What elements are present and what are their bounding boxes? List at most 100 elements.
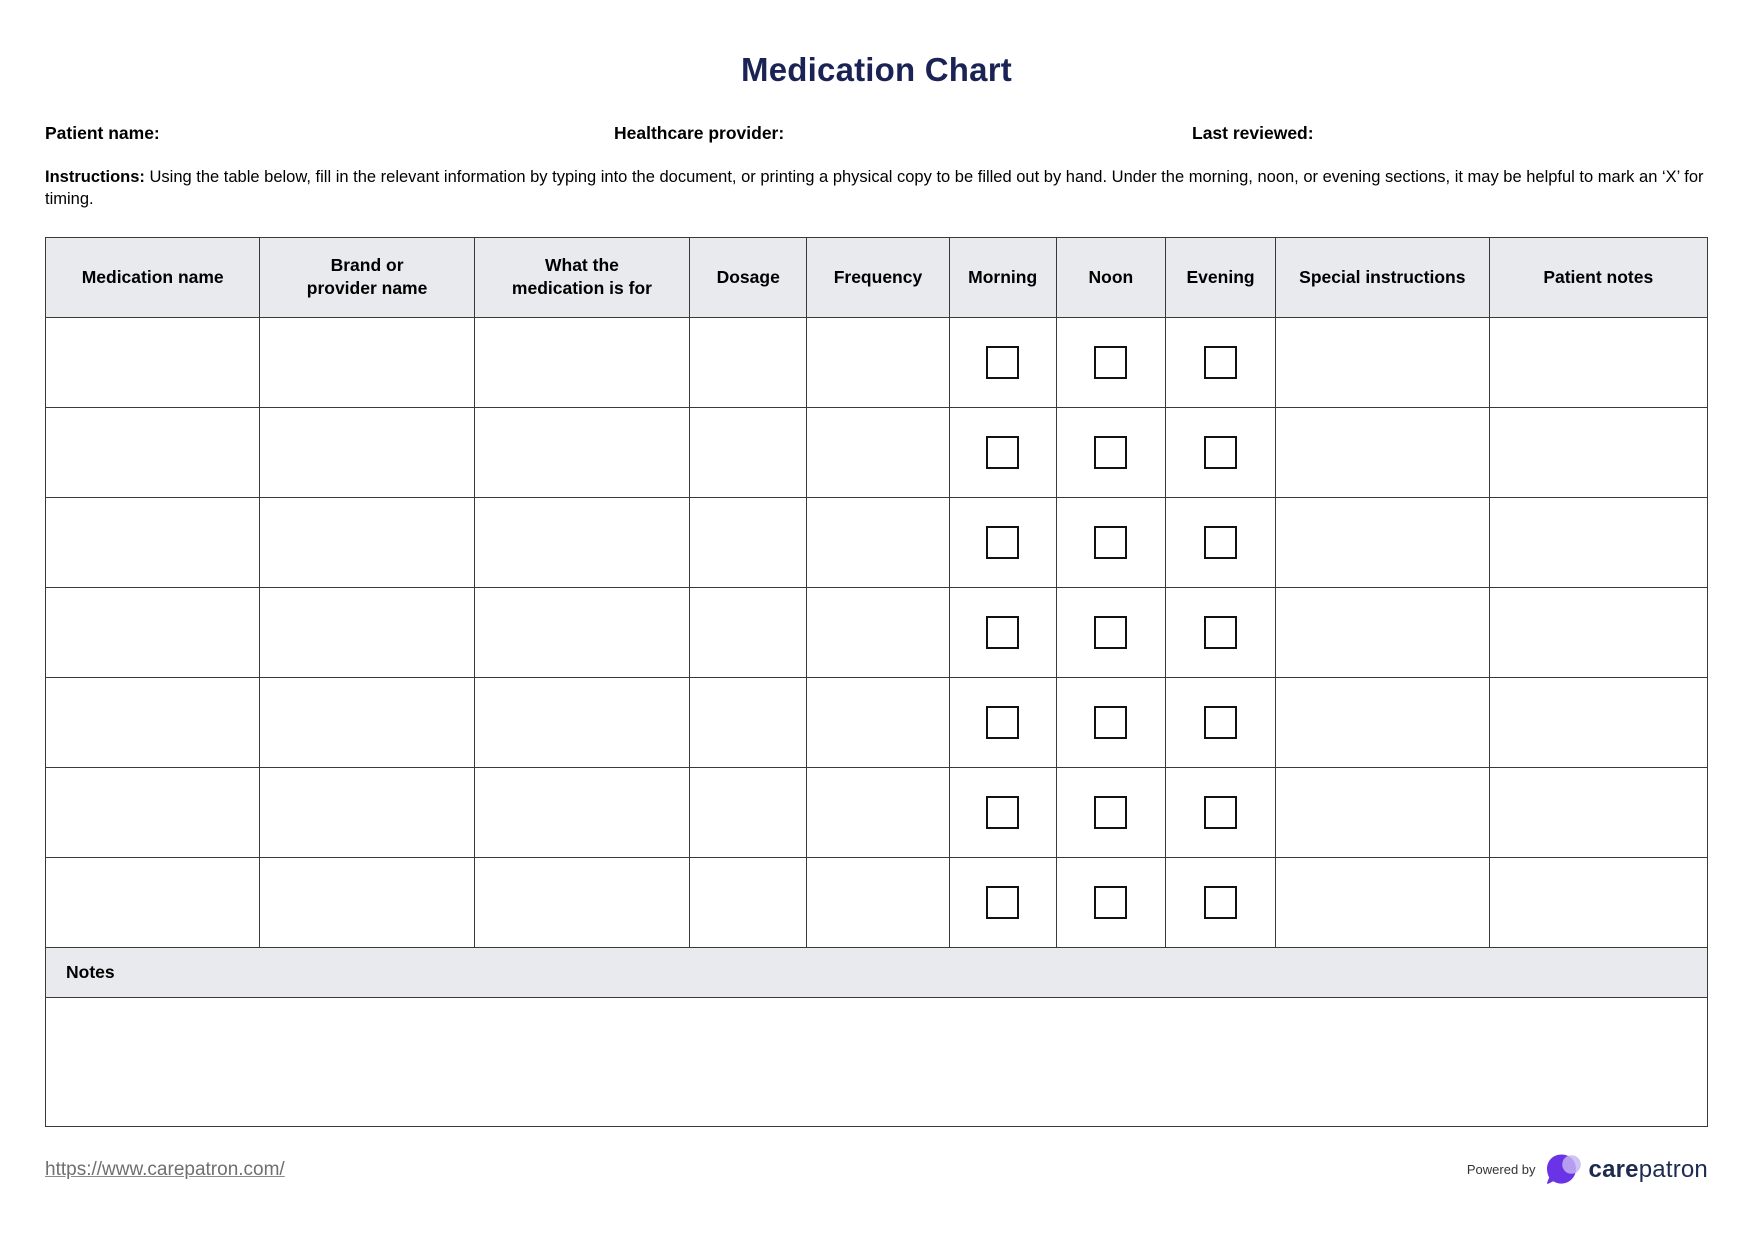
evening-checkbox-r7[interactable] (1204, 885, 1238, 919)
special-instructions-cell-r3[interactable] (1275, 496, 1490, 588)
morning-checkbox-r5[interactable] (986, 705, 1020, 739)
column-header-medication-name: Medication name (44, 236, 261, 318)
carepatron-logo-icon (1546, 1154, 1581, 1184)
morning-checkbox-r6[interactable] (986, 795, 1020, 829)
what-the-medication-is-for-cell-r3[interactable] (473, 496, 691, 588)
medication-name-cell-r2[interactable] (44, 406, 261, 498)
morning-checkbox-r1[interactable] (986, 345, 1020, 379)
evening-cell-r5 (1164, 676, 1277, 768)
evening-checkbox-r4[interactable] (1204, 615, 1238, 649)
evening-cell-r6 (1164, 766, 1277, 858)
patient-notes-cell-r5[interactable] (1488, 676, 1709, 768)
patient-notes-cell-r1[interactable] (1488, 316, 1709, 408)
what-the-medication-is-for-cell-r2[interactable] (473, 406, 691, 498)
evening-checkbox-r1[interactable] (1204, 345, 1238, 379)
notes-area[interactable] (45, 996, 1708, 1127)
morning-checkbox-r4[interactable] (986, 615, 1020, 649)
table-row (44, 676, 1709, 768)
what-the-medication-is-for-cell-r4[interactable] (473, 586, 691, 678)
frequency-cell-r1[interactable] (806, 316, 950, 408)
column-header-frequency: Frequency (806, 236, 950, 318)
dosage-cell-r4[interactable] (689, 586, 808, 678)
noon-cell-r1 (1055, 316, 1166, 408)
frequency-cell-r7[interactable] (806, 856, 950, 948)
noon-cell-r4 (1055, 586, 1166, 678)
last-reviewed-label: Last reviewed: (1192, 123, 1314, 143)
evening-checkbox-r6[interactable] (1204, 795, 1238, 829)
evening-checkbox-r5[interactable] (1204, 705, 1238, 739)
morning-checkbox-r2[interactable] (986, 435, 1020, 469)
footer: https://www.carepatron.com/ Powered by c… (45, 1153, 1708, 1187)
dosage-cell-r5[interactable] (689, 676, 808, 768)
dosage-cell-r2[interactable] (689, 406, 808, 498)
dosage-cell-r7[interactable] (689, 856, 808, 948)
column-header-special-instructions: Special instructions (1275, 236, 1490, 318)
powered-by-label: Powered by (1466, 1162, 1536, 1178)
patient-notes-cell-r4[interactable] (1488, 586, 1709, 678)
special-instructions-cell-r7[interactable] (1275, 856, 1490, 948)
morning-cell-r2 (948, 406, 1057, 498)
dosage-cell-r6[interactable] (689, 766, 808, 858)
morning-checkbox-r7[interactable] (986, 885, 1020, 919)
what-the-medication-is-for-cell-r5[interactable] (473, 676, 691, 768)
brand-or-provider-name-cell-r3[interactable] (259, 496, 475, 588)
frequency-cell-r5[interactable] (806, 676, 950, 768)
frequency-cell-r4[interactable] (806, 586, 950, 678)
medication-name-cell-r1[interactable] (44, 316, 261, 408)
table-row (44, 856, 1709, 948)
brand-or-provider-name-cell-r4[interactable] (259, 586, 475, 678)
carepatron-link[interactable]: https://www.carepatron.com/ (45, 1158, 285, 1180)
special-instructions-cell-r4[interactable] (1275, 586, 1490, 678)
special-instructions-cell-r2[interactable] (1275, 406, 1490, 498)
brand-or-provider-name-cell-r1[interactable] (259, 316, 475, 408)
what-the-medication-is-for-cell-r6[interactable] (473, 766, 691, 858)
dosage-cell-r3[interactable] (689, 496, 808, 588)
medication-name-cell-r7[interactable] (44, 856, 261, 948)
medication-name-cell-r4[interactable] (44, 586, 261, 678)
column-header-morning: Morning (948, 236, 1057, 318)
morning-cell-r5 (948, 676, 1057, 768)
patient-notes-cell-r3[interactable] (1488, 496, 1709, 588)
noon-checkbox-r7[interactable] (1094, 885, 1128, 919)
patient-notes-cell-r6[interactable] (1488, 766, 1709, 858)
brand-patron: patron (1638, 1155, 1708, 1183)
patient-notes-cell-r2[interactable] (1488, 406, 1709, 498)
evening-checkbox-r2[interactable] (1204, 435, 1238, 469)
medication-name-cell-r5[interactable] (44, 676, 261, 768)
frequency-cell-r3[interactable] (806, 496, 950, 588)
column-header-what-the-medication-is-for: What the medication is for (473, 236, 691, 318)
noon-checkbox-r2[interactable] (1094, 435, 1128, 469)
patient-notes-cell-r7[interactable] (1488, 856, 1709, 948)
special-instructions-cell-r1[interactable] (1275, 316, 1490, 408)
frequency-cell-r6[interactable] (806, 766, 950, 858)
morning-checkbox-r3[interactable] (986, 525, 1020, 559)
noon-checkbox-r3[interactable] (1094, 525, 1128, 559)
noon-checkbox-r4[interactable] (1094, 615, 1128, 649)
table-row (44, 406, 1709, 498)
column-header-dosage: Dosage (689, 236, 808, 318)
noon-cell-r6 (1055, 766, 1166, 858)
special-instructions-cell-r5[interactable] (1275, 676, 1490, 768)
medication-table: Medication name Brand or provider name Wha… (44, 236, 1709, 1127)
what-the-medication-is-for-cell-r7[interactable] (473, 856, 691, 948)
special-instructions-cell-r6[interactable] (1275, 766, 1490, 858)
what-the-medication-is-for-cell-r1[interactable] (473, 316, 691, 408)
brand-or-provider-name-cell-r5[interactable] (259, 676, 475, 768)
brand-care: care (1588, 1155, 1639, 1183)
medication-name-cell-r3[interactable] (44, 496, 261, 588)
noon-checkbox-r5[interactable] (1094, 705, 1128, 739)
brand-or-provider-name-cell-r6[interactable] (259, 766, 475, 858)
evening-cell-r7 (1164, 856, 1277, 948)
table-row (44, 766, 1709, 858)
dosage-cell-r1[interactable] (689, 316, 808, 408)
brand-or-provider-name-cell-r2[interactable] (259, 406, 475, 498)
brand-or-provider-name-cell-r7[interactable] (259, 856, 475, 948)
medication-name-cell-r6[interactable] (44, 766, 261, 858)
instructions-body: Using the table below, fill in the relev… (45, 168, 1704, 208)
evening-checkbox-r3[interactable] (1204, 525, 1238, 559)
noon-checkbox-r1[interactable] (1094, 345, 1128, 379)
noon-checkbox-r6[interactable] (1094, 795, 1128, 829)
frequency-cell-r2[interactable] (806, 406, 950, 498)
noon-cell-r5 (1055, 676, 1166, 768)
